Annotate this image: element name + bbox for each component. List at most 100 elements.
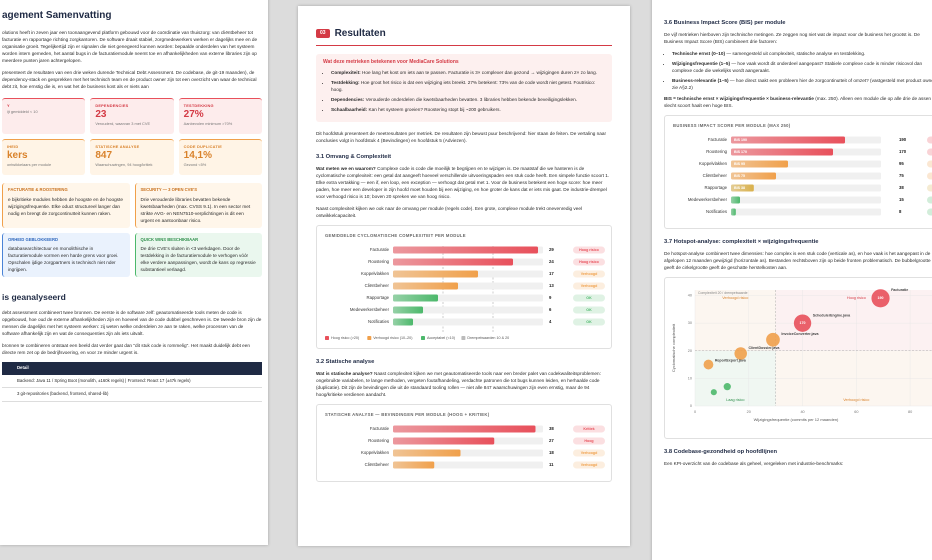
bubble [793,314,812,332]
page-middle: 03 Resultaten Wat deze metrieken betekenen… [298,6,630,546]
bold-lead: BIS = technische ernst × wijzigingsfrequ… [664,96,814,102]
bar [731,160,788,168]
badge-bg [573,282,605,290]
bar-label: Koppelvlakken [361,450,390,455]
cell: 3 git-repositories (backend, frontend, s… [12,387,262,402]
text: Kan het systeem groeien? Roostering stop… [368,106,501,112]
badge-bg [573,294,605,302]
bold-lead: Wat meten we en waarom? [316,165,376,171]
paragraph: olutions heeft in zeven jaar een toonaan… [2,30,258,64]
y-tick-label: 40 [688,293,692,297]
bar [393,270,478,278]
badge-bg [927,160,932,168]
value-label: 95 [899,161,904,166]
point-label: InvoiceConverter.java [781,332,819,336]
paragraph: De vijf metrieken hierboven zijn technis… [664,31,920,44]
section-title: is geanalyseerd [2,292,66,303]
bullet-item: Dependencies: Verouderde onderdelen die … [331,96,605,103]
bullet-item: Testdekking: Hoe groot het risico is dat… [331,79,605,93]
info-card: FACTURATIE & ROOSTERING e bijkritieke mod… [2,183,130,228]
bar [393,461,435,469]
value-label: 15 [899,197,904,202]
text: — samengesteld uit complexiteit, statisc… [726,50,866,56]
badge-bg [573,270,605,278]
badge: OK [586,296,592,300]
bubble [766,332,780,347]
badge-bg [573,258,605,266]
badge-bg [927,172,932,180]
text: — hoe direct raakt een probleem hier de … [672,77,932,90]
paragraph: Dit hoofdstuk presenteert de meetresulta… [316,130,607,143]
bar-label: Roostering [368,438,389,443]
bubble [734,347,747,360]
bar-label: Cliëntbeheer [365,462,390,467]
bar-label: Rapportage [705,185,728,190]
badge-bg [927,136,932,144]
kpi-card: TESTDEKKING 27% Aanbevolen minimum >70% [178,98,262,135]
legend-label: Drempelwaarden 10 & 20 [467,336,509,340]
text: Verouderde onderdelen die kwetsbaarheden… [365,96,578,102]
kpi-label: DEPENDENCIES [95,103,129,109]
bar-inner-label: BIS 75 [734,174,745,178]
bar [393,258,513,266]
kpi-note: Verouderd, waarvan 3 met CVE [95,121,151,127]
bar [393,246,538,254]
kpi-note: ijt gemiddeld < 10 [7,109,38,115]
page-title: agement Samenvatting [2,10,112,21]
badge: OK [586,308,592,312]
point-label: Facturatie [891,288,908,292]
point-label: ReportExport.java [715,359,747,363]
bar [731,184,754,192]
bold-lead: Complexiteit: [331,69,361,75]
paragraph: Naast complexiteit kijken we ook naar de… [316,205,583,218]
kpi-note: ontwikkelaars per module [7,162,52,168]
bar-label: Medewerkersbeheer [688,197,728,202]
section-title: 3.8 Codebase-gezondheid op hoofdlijnen [664,448,778,455]
bar [393,318,413,326]
chapter-title: Resultaten [334,28,386,39]
bullet-list: Complexiteit: Hoe lang het kost om iets … [323,69,605,113]
bold-lead: Schaalbaarheid: [331,106,368,112]
value-label: 6 [549,307,552,312]
header-cell [2,362,13,375]
kpi-label: TESTDEKKING [183,103,214,109]
chart-title: STATISCHE ANALYSE — BEVINDINGEN PER MODU… [325,412,490,417]
kpi-note: Gezond <5% [183,162,207,168]
card-text: databasearchitectuur en monolithische in… [8,246,119,273]
chart-box: BUSINESS IMPACT SCORE PER MODULE (MAX 25… [664,115,932,230]
card-text: e bijkritieke modules hebben de hoogste … [8,196,123,216]
badge: Verhoogd [581,451,598,455]
bar-inner-label: BIS 38 [734,186,745,190]
value-label: 75 [899,173,904,178]
badge-bg [573,437,605,445]
bar-chart: BUSINESS IMPACT SCORE PER MODULE (MAX 25… [673,123,932,216]
page-right: 3.6 Business Impact Score (BIS) per modu… [652,0,932,560]
x-tick-label: 20 [747,410,751,414]
legend-swatch [421,335,425,340]
bar-track [731,184,881,192]
x-axis-title: Wijzigingsfrequentie (commits per 12 maa… [754,417,839,422]
bar [731,172,776,180]
bullet-item: Complexiteit: Hoe lang het kost om iets … [331,69,605,76]
bullet-item: Business-relevantie (1–5) — hoe direct r… [672,77,932,91]
value-label: 190 [899,137,907,142]
point-label: ClientDossier.java [748,346,780,350]
bar-inner-label: BIS 95 [734,162,745,166]
table-row: 3 git-repositories (backend, frontend, s… [2,387,262,402]
y-axis-title: Cyclomatische complexiteit [671,323,676,372]
bold-lead: Wijzigingsfrequentie (1–5) [672,60,731,66]
badge: Kritiek [583,427,594,431]
bar-label: Roostering [368,259,389,264]
kpi-value: 23 [95,109,107,121]
kpi-label: Y [7,103,10,109]
badge: Hoog risico [579,248,600,252]
text: Hoe lang het kost om iets aan te passen.… [362,69,598,75]
bullet-item: Wijzigingsfrequentie (1–5) — hoe vaak wo… [672,60,932,74]
kpi-label: CODE DUPLICATIE [183,144,223,150]
annotation: Complexiteit 20 / drempelwaarde [698,291,748,295]
bar-label: Cliëntbeheer [703,173,728,178]
info-card: QUICK WINS BESCHIKBAAR De drie CVE's slui… [134,232,262,278]
cell [2,387,13,402]
